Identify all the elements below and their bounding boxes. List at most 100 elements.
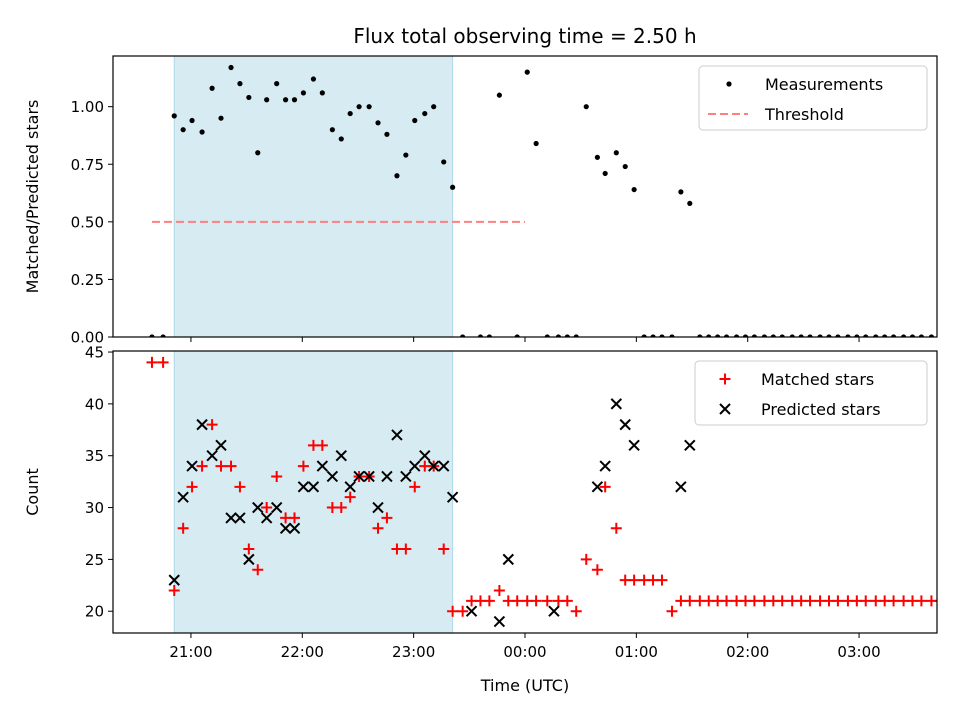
- matched-star-point: [483, 595, 495, 607]
- matched-star-point: [243, 543, 255, 555]
- predicted-star-point: [215, 439, 227, 452]
- measurement-point: [441, 159, 447, 165]
- measurement-point: [854, 334, 860, 337]
- matched-star-point: [832, 595, 844, 607]
- measurement-point: [412, 117, 418, 124]
- x-tick-label: 00:00: [503, 643, 546, 661]
- measurement-point: [450, 184, 456, 190]
- measurement-point: [817, 334, 823, 337]
- y-tick-label: 0.50: [71, 213, 104, 231]
- matched-star-point: [297, 460, 309, 472]
- measurement-point: [347, 110, 353, 117]
- measurement-point: [594, 154, 600, 160]
- measurement-point: [622, 163, 628, 170]
- matched-star-point: [261, 502, 273, 514]
- measurement-point: [384, 131, 390, 137]
- predicted-star-point: [675, 481, 687, 493]
- plot-area: [149, 64, 935, 337]
- matched-star-point: [776, 595, 788, 607]
- measurement-point: [779, 334, 785, 337]
- measurement-point: [477, 334, 484, 337]
- y-axis-label: Count: [23, 468, 42, 516]
- measurement-point: [403, 152, 409, 158]
- x-axis-label: Time (UTC): [480, 676, 569, 695]
- matched-star-point: [684, 595, 696, 607]
- matched-star-point: [493, 584, 505, 596]
- measurement-point: [789, 334, 795, 337]
- legend-x-marker: [719, 403, 731, 415]
- matched-star-point: [225, 460, 237, 472]
- matched-star-point: [656, 574, 668, 586]
- matched-star-point: [168, 584, 180, 596]
- measurement-point: [882, 334, 888, 337]
- predicted-star-point: [279, 522, 292, 534]
- measurement-point: [180, 127, 186, 133]
- y-tick-label: 45: [85, 344, 104, 362]
- measurement-point: [366, 104, 372, 110]
- measurement-point: [237, 81, 243, 87]
- matched-star-point: [888, 595, 900, 607]
- measurement-point: [555, 334, 562, 337]
- measurement-point: [422, 110, 428, 117]
- measurement-point: [863, 334, 869, 337]
- observing-window-span: [173, 55, 454, 338]
- measurement-point: [228, 64, 234, 71]
- matched-star-point: [570, 605, 582, 617]
- measurement-point: [631, 186, 637, 193]
- matched-star-point: [206, 419, 218, 431]
- matched-star-point: [721, 595, 733, 607]
- measurement-point: [310, 76, 317, 82]
- plot-area: [146, 356, 937, 628]
- y-tick-label: 0.00: [71, 329, 104, 347]
- predicted-star-point: [234, 512, 246, 524]
- legend-plus-marker: [719, 373, 731, 385]
- predicted-star-point: [381, 470, 393, 483]
- matched-star-point: [530, 595, 542, 607]
- measurement-point: [751, 334, 757, 337]
- matched-star-point: [146, 356, 158, 368]
- matched-star-point: [561, 595, 573, 607]
- measurement-point: [900, 334, 907, 337]
- legend-label: Predicted stars: [761, 400, 881, 419]
- x-tick-label: 21:00: [169, 643, 212, 661]
- predicted-star-point: [610, 398, 623, 410]
- matched-star-point: [381, 512, 393, 524]
- predicted-star-point: [307, 481, 320, 493]
- predicted-star-point: [427, 460, 440, 472]
- x-tick-label: 01:00: [615, 643, 658, 661]
- matched-star-point: [860, 595, 872, 607]
- measurement-point: [282, 97, 289, 103]
- x-tick-label: 23:00: [392, 643, 435, 661]
- legend-box: [694, 360, 928, 426]
- measurement-point: [890, 334, 897, 337]
- measurement-point: [264, 97, 270, 103]
- measurement-point: [394, 173, 400, 179]
- measurement-point: [678, 189, 684, 195]
- measurement-point: [826, 334, 832, 337]
- measurement-point: [319, 90, 325, 96]
- legend-label: Threshold: [764, 105, 844, 124]
- observing-window-span: [173, 350, 454, 634]
- legend-dot-marker: [726, 81, 732, 87]
- predicted-star-point: [465, 605, 478, 617]
- matched-star-point: [748, 595, 760, 607]
- matched-star-point: [186, 481, 198, 493]
- predicted-star-point: [326, 470, 339, 483]
- measurement-point: [274, 81, 280, 87]
- measurement-point: [246, 94, 252, 101]
- predicted-star-point: [438, 460, 450, 472]
- measurement-point: [460, 334, 466, 337]
- top-panel: 0.00 0.25 0.50 0.75 1.00 Matched/Predicted st…: [23, 55, 938, 347]
- measurement-point: [533, 140, 539, 147]
- matched-star-point: [157, 356, 169, 368]
- measurement-point: [697, 334, 703, 337]
- matched-star-point: [271, 470, 283, 482]
- measurement-point: [218, 115, 224, 121]
- measurement-point: [524, 69, 530, 75]
- matched-star-point: [628, 574, 640, 586]
- matched-star-point: [580, 553, 592, 565]
- measurement-point: [807, 334, 813, 337]
- measurement-point: [356, 104, 362, 110]
- matched-star-point: [447, 605, 459, 617]
